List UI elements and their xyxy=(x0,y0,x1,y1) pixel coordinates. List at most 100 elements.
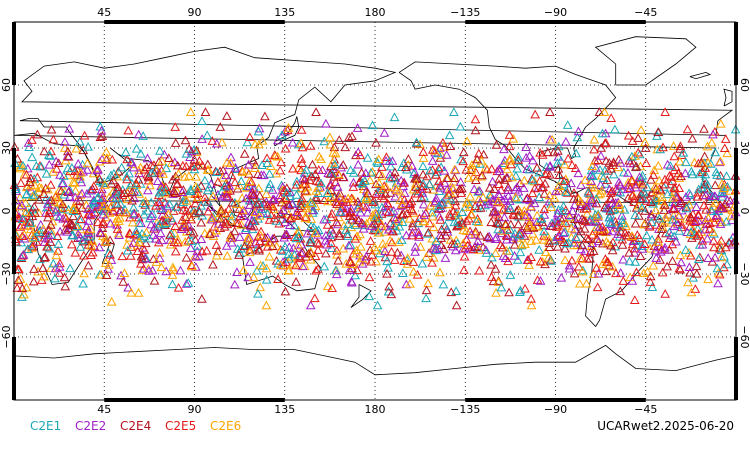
observation-marker xyxy=(527,155,538,165)
observation-marker xyxy=(306,226,317,236)
observation-marker xyxy=(240,225,251,234)
observation-marker xyxy=(678,147,689,157)
right-tick-label: −60 xyxy=(738,325,750,348)
observation-marker xyxy=(494,174,505,183)
observation-marker xyxy=(478,192,488,202)
observation-marker xyxy=(216,204,227,214)
observation-marker xyxy=(191,145,202,155)
observation-marker xyxy=(300,174,310,184)
observation-marker xyxy=(410,242,421,251)
observation-marker xyxy=(229,226,240,236)
observation-marker xyxy=(265,179,276,188)
observation-marker xyxy=(700,169,711,179)
observation-marker xyxy=(401,162,411,172)
observation-marker xyxy=(606,219,617,228)
observation-marker xyxy=(598,173,609,182)
observation-marker xyxy=(48,258,59,268)
observation-marker xyxy=(165,235,176,244)
observation-marker xyxy=(470,114,481,124)
observation-marker xyxy=(609,204,620,214)
observation-marker xyxy=(53,239,64,248)
observation-marker xyxy=(505,203,516,213)
observation-marker xyxy=(86,208,97,218)
observation-marker xyxy=(344,211,355,220)
observation-marker xyxy=(385,235,396,245)
observation-marker xyxy=(151,233,161,243)
observation-marker xyxy=(250,160,261,169)
observation-marker xyxy=(154,247,165,257)
observation-marker xyxy=(483,199,494,208)
observation-marker xyxy=(333,255,344,265)
observation-marker xyxy=(138,263,149,273)
observation-marker xyxy=(545,107,555,116)
observation-marker xyxy=(455,121,466,131)
observation-marker xyxy=(421,285,432,295)
observation-marker xyxy=(60,137,70,146)
observation-marker xyxy=(461,197,472,207)
observation-marker xyxy=(255,260,266,270)
observation-marker xyxy=(330,177,341,187)
observation-marker xyxy=(712,170,722,179)
observation-marker xyxy=(428,184,439,194)
observation-marker xyxy=(664,170,675,180)
observation-marker xyxy=(587,194,597,204)
observation-marker xyxy=(457,207,468,216)
bottom-tick-labels: 45 90 135 180 −135 −90 −45 xyxy=(97,403,657,416)
observation-marker xyxy=(79,130,90,140)
observation-marker xyxy=(17,214,28,224)
observation-marker xyxy=(262,200,273,210)
observation-marker xyxy=(668,141,679,150)
observation-marker xyxy=(634,149,645,159)
legend-item-c2e2: C2E2 xyxy=(75,419,106,433)
observation-marker xyxy=(559,159,570,169)
observation-marker xyxy=(706,206,717,215)
observation-marker xyxy=(135,237,146,247)
observation-marker xyxy=(387,237,397,247)
observation-marker xyxy=(653,236,663,246)
observation-marker xyxy=(350,233,361,243)
observation-marker xyxy=(407,221,418,231)
observation-marker xyxy=(380,188,391,198)
observation-marker xyxy=(244,195,255,205)
observation-marker xyxy=(525,217,535,227)
observation-marker xyxy=(493,196,504,206)
observation-marker xyxy=(373,154,384,164)
observation-marker xyxy=(54,268,65,277)
observation-marker xyxy=(128,162,139,172)
observation-marker xyxy=(456,154,466,164)
observation-marker xyxy=(398,268,408,277)
observation-marker xyxy=(638,179,648,189)
observation-marker xyxy=(133,288,144,297)
observation-marker xyxy=(725,185,736,195)
observation-marker xyxy=(96,125,107,135)
observation-marker xyxy=(355,202,366,212)
observation-marker xyxy=(142,169,153,179)
observation-marker xyxy=(413,227,424,236)
observation-marker xyxy=(615,187,626,197)
observation-marker xyxy=(83,239,94,249)
observation-marker xyxy=(291,179,302,189)
observation-marker xyxy=(436,224,447,234)
observation-marker xyxy=(255,208,266,218)
observation-marker xyxy=(527,188,538,198)
observation-marker xyxy=(458,238,469,248)
observation-marker xyxy=(264,237,274,247)
observation-marker xyxy=(472,203,483,213)
observation-marker xyxy=(430,243,441,253)
observation-marker xyxy=(615,267,626,277)
observation-marker xyxy=(191,171,201,181)
observation-marker xyxy=(106,255,117,264)
observation-marker xyxy=(623,130,634,140)
observation-marker xyxy=(334,228,345,238)
observation-marker xyxy=(158,169,169,178)
observation-marker xyxy=(268,201,278,211)
observation-marker xyxy=(264,168,275,178)
observation-marker xyxy=(156,185,167,195)
observation-marker xyxy=(524,260,534,269)
observation-marker xyxy=(103,175,113,185)
observation-marker xyxy=(168,206,179,215)
observation-marker xyxy=(213,219,224,228)
observation-marker xyxy=(39,146,50,156)
observation-marker xyxy=(493,224,503,234)
observation-marker xyxy=(718,183,728,193)
